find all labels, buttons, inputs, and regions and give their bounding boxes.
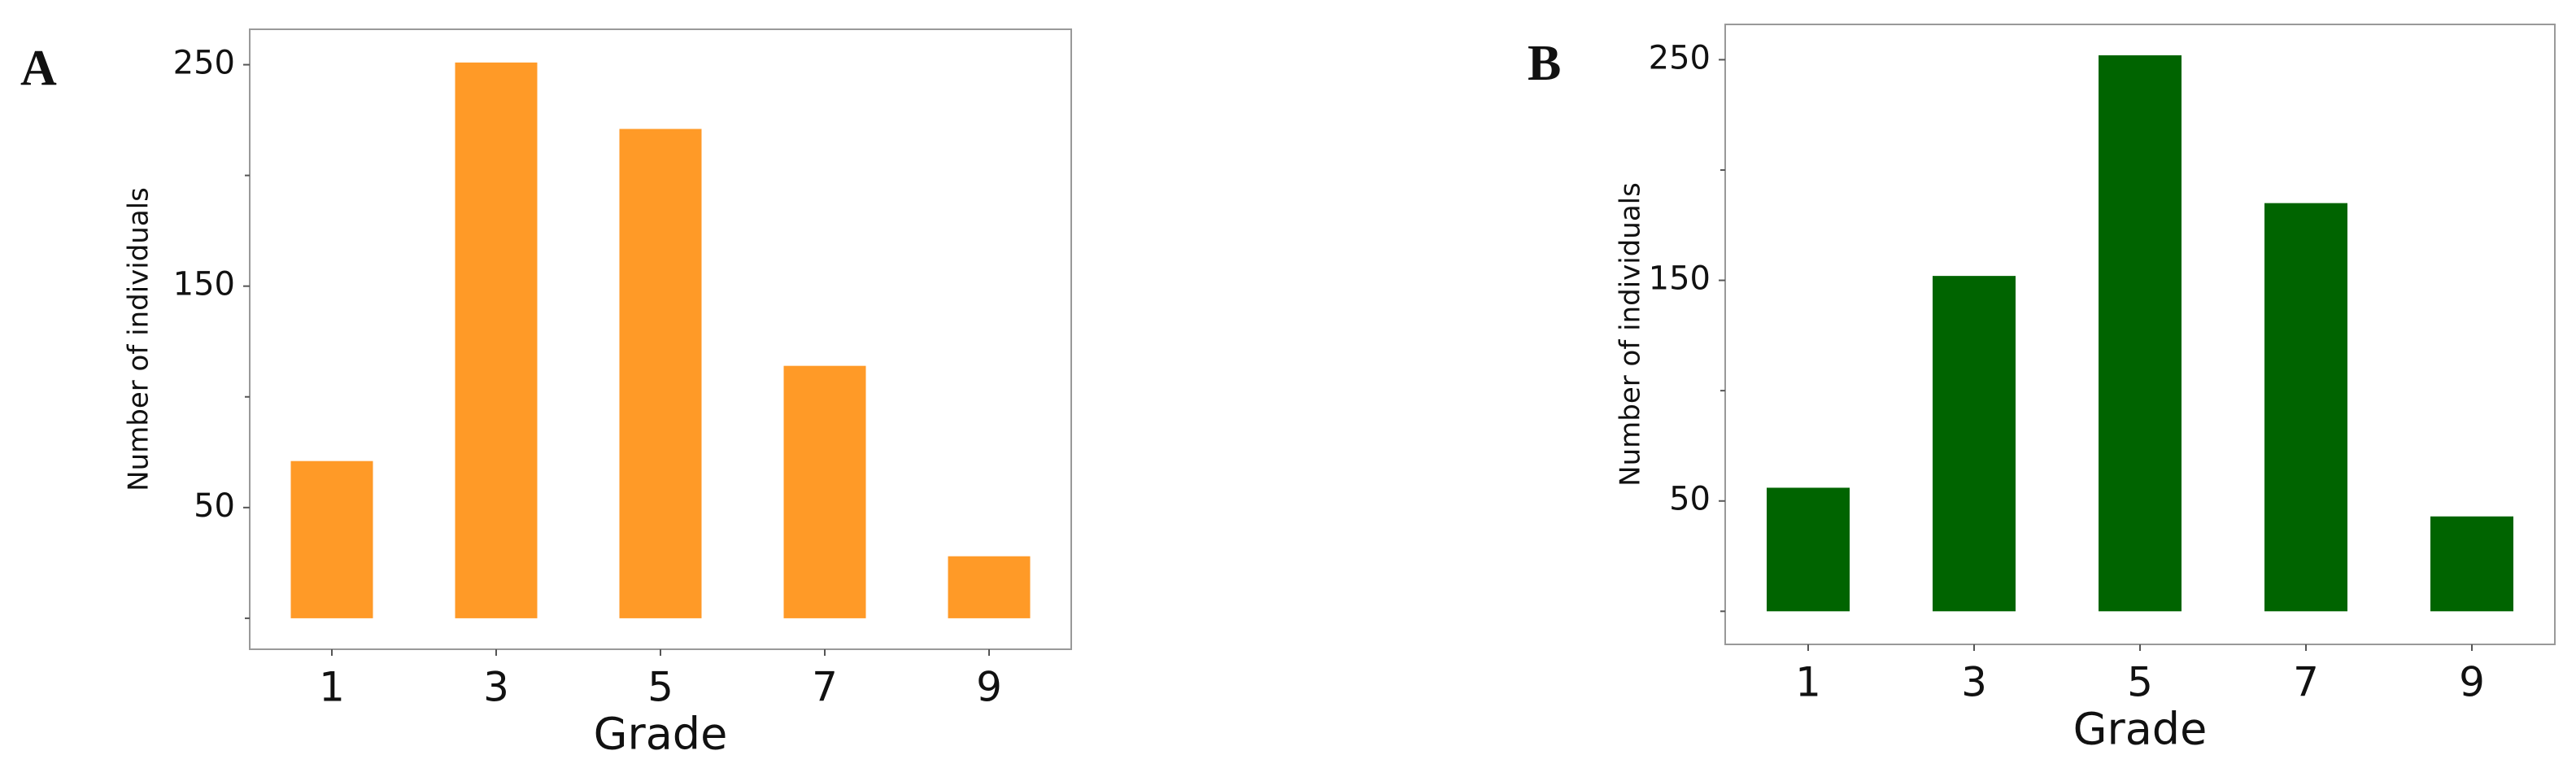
x-tick-label: 9 bbox=[976, 664, 1002, 711]
bar bbox=[2264, 203, 2347, 612]
y-tick-label: 150 bbox=[173, 266, 235, 303]
x-tick-label: 7 bbox=[812, 664, 838, 711]
y-tick-label: 250 bbox=[1649, 39, 1711, 76]
bar bbox=[948, 556, 1031, 618]
x-axis-label: Grade bbox=[2073, 704, 2208, 755]
x-tick-label: 1 bbox=[319, 664, 345, 711]
bar bbox=[2430, 516, 2513, 612]
x-tick-label: 1 bbox=[1795, 659, 1821, 706]
bar bbox=[290, 461, 373, 618]
y-tick-label: 150 bbox=[1649, 260, 1711, 298]
bar bbox=[2099, 55, 2182, 612]
x-tick-label: 5 bbox=[647, 664, 673, 711]
bar bbox=[783, 365, 866, 618]
y-tick-label: 250 bbox=[173, 45, 235, 82]
y-tick-label: 50 bbox=[1669, 481, 1711, 518]
x-tick-label: 3 bbox=[1961, 659, 1987, 706]
bar bbox=[619, 129, 702, 618]
y-axis-label: Number of individuals bbox=[123, 187, 155, 491]
x-tick-label: 9 bbox=[2459, 659, 2485, 706]
x-tick-label: 5 bbox=[2127, 659, 2153, 706]
x-tick-label: 7 bbox=[2293, 659, 2319, 706]
y-axis-label: Number of individuals bbox=[1615, 182, 1647, 487]
panel-label: A bbox=[20, 41, 57, 96]
panel-label: B bbox=[1528, 36, 1561, 91]
x-axis-label: Grade bbox=[594, 709, 728, 760]
x-tick-label: 3 bbox=[483, 664, 509, 711]
bar bbox=[1767, 487, 1850, 612]
bar bbox=[455, 62, 538, 618]
bar bbox=[1933, 276, 2016, 612]
y-tick-label: 50 bbox=[194, 487, 235, 525]
